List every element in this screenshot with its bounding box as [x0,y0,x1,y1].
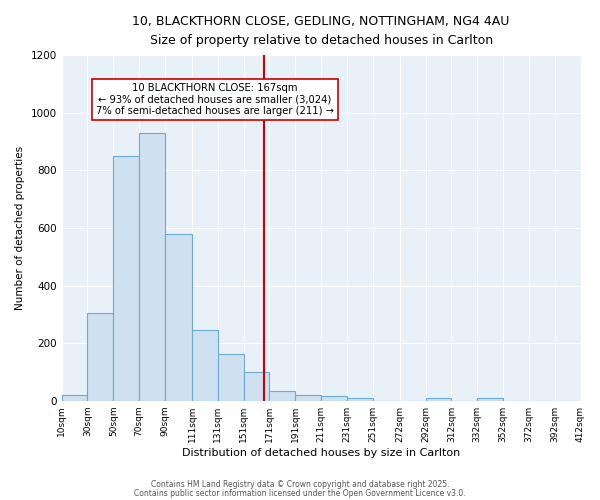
Bar [244,372,269,400]
Bar [477,398,503,400]
Bar [295,395,321,400]
Bar [192,330,218,400]
Bar [425,398,451,400]
Title: 10, BLACKTHORN CLOSE, GEDLING, NOTTINGHAM, NG4 4AU
Size of property relative to : 10, BLACKTHORN CLOSE, GEDLING, NOTTINGHA… [133,15,510,47]
Text: 10 BLACKTHORN CLOSE: 167sqm
← 93% of detached houses are smaller (3,024)
7% of s: 10 BLACKTHORN CLOSE: 167sqm ← 93% of det… [96,83,334,116]
Y-axis label: Number of detached properties: Number of detached properties [15,146,25,310]
Text: Contains HM Land Registry data © Crown copyright and database right 2025.: Contains HM Land Registry data © Crown c… [151,480,449,489]
Bar [347,398,373,400]
Bar [321,396,347,400]
X-axis label: Distribution of detached houses by size in Carlton: Distribution of detached houses by size … [182,448,460,458]
Bar [218,354,244,401]
Bar [88,313,113,400]
Bar [139,133,165,400]
Text: Contains public sector information licensed under the Open Government Licence v3: Contains public sector information licen… [134,488,466,498]
Bar [113,156,139,400]
Bar [62,395,88,400]
Bar [165,234,192,400]
Bar [269,390,295,400]
